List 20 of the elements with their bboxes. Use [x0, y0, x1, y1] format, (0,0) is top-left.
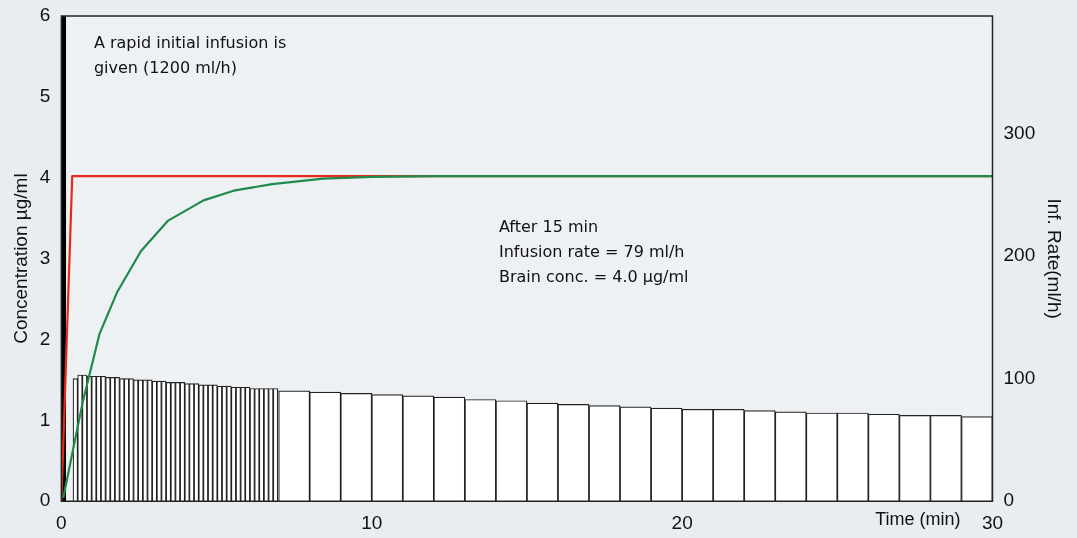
x-axis-title: Time (min) — [875, 509, 961, 530]
y-tick-label: 4 — [39, 165, 51, 187]
y-tick-label: 6 — [39, 4, 51, 26]
x-tick-label: 10 — [361, 511, 383, 533]
x-tick-label: 20 — [671, 511, 693, 533]
y-tick-label: 5 — [39, 85, 51, 107]
y2-tick-label: 300 — [1003, 121, 1036, 143]
annotation: A rapid initial infusion is given (1200 ml/h) — [93, 32, 287, 77]
y2-tick-label: 0 — [1003, 489, 1015, 511]
y-axis-title: Concentration µg/ml — [9, 173, 31, 344]
annotation: After 15 min Infusion rate = 79 ml/h Brain conc. = 4.0 µg/ml — [499, 216, 689, 286]
y2-tick-label: 200 — [1003, 244, 1036, 266]
y2-tick-label: 100 — [1003, 366, 1036, 388]
y-tick-label: 2 — [39, 327, 51, 349]
x-tick-label: 0 — [56, 511, 67, 533]
x-tick-label: 30 — [981, 511, 1004, 533]
y-tick-label: 1 — [39, 408, 51, 430]
y-tick-label: 0 — [39, 489, 51, 511]
y2-axis-title: Inf. Rate(ml/h) — [1044, 198, 1066, 319]
y-tick-label: 3 — [39, 246, 51, 268]
